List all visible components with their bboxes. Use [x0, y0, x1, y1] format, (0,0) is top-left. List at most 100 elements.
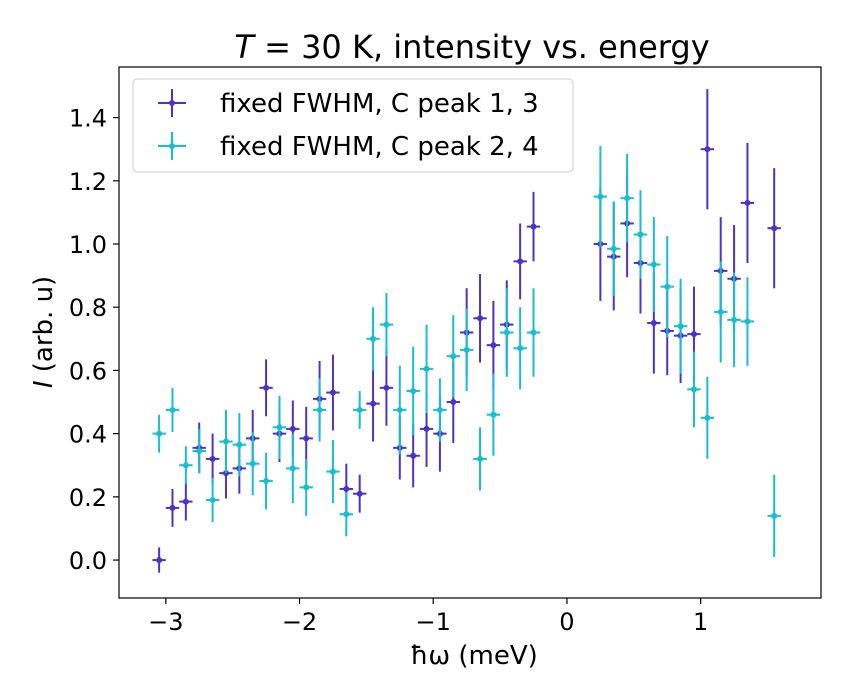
data-marker: [182, 462, 189, 469]
y-tick-label: 1.4: [69, 105, 107, 133]
data-layer: [152, 89, 781, 573]
x-axis-label: ħω (meV): [410, 641, 538, 671]
data-marker: [450, 399, 457, 406]
data-point: [232, 413, 247, 477]
y-tick-label: 1.0: [69, 231, 107, 259]
data-point: [433, 378, 447, 442]
data-marker: [436, 406, 443, 413]
legend-marker-series-2-dot: [169, 143, 175, 149]
data-marker: [182, 498, 189, 505]
legend-label-series-1: fixed FWHM, C peak 1, 3: [220, 89, 539, 119]
legend-entry-series-1: fixed FWHM, C peak 1, 3: [158, 89, 539, 119]
data-marker: [383, 384, 390, 391]
data-point: [593, 146, 608, 248]
data-marker: [744, 318, 751, 325]
data-marker: [610, 245, 617, 252]
data-marker: [677, 323, 684, 330]
data-marker: [650, 320, 657, 327]
data-marker: [423, 365, 430, 372]
data-marker: [450, 353, 457, 360]
data-point: [714, 261, 728, 363]
data-point: [205, 433, 220, 485]
data-marker: [664, 283, 671, 290]
data-point: [246, 432, 260, 496]
data-marker: [530, 223, 537, 230]
data-marker: [744, 199, 751, 206]
data-marker: [704, 414, 711, 421]
data-marker: [490, 411, 497, 418]
legend-marker-series-1-dot: [169, 100, 175, 106]
data-point: [486, 373, 501, 456]
data-point: [312, 378, 327, 442]
data-point: [165, 387, 180, 433]
data-marker: [316, 406, 323, 413]
data-point: [219, 409, 233, 474]
x-tick-label: −1: [416, 608, 451, 636]
data-marker: [289, 425, 296, 432]
data-point: [419, 324, 434, 414]
data-marker: [490, 342, 497, 349]
data-marker: [276, 424, 283, 431]
data-marker: [383, 321, 390, 328]
data-marker: [356, 406, 363, 413]
data-point: [259, 452, 273, 510]
y-tick-label: 0.2: [69, 484, 107, 512]
data-marker: [690, 386, 697, 393]
data-point: [526, 191, 541, 262]
data-point: [459, 308, 474, 391]
legend-box: [132, 78, 574, 173]
y-tick-label: 0.4: [69, 421, 107, 449]
data-marker: [356, 490, 363, 497]
y-axis: 0.0 0.2 0.4 0.6 0.8 1.0 1.2 1.4: [69, 105, 119, 575]
data-marker: [517, 258, 524, 265]
data-point: [406, 346, 420, 436]
data-marker: [370, 335, 377, 342]
chart-title-symbol: T: [234, 28, 256, 66]
data-point: [687, 351, 701, 428]
data-marker: [169, 406, 176, 413]
data-point: [700, 376, 715, 459]
data-marker: [731, 316, 738, 323]
data-marker: [530, 329, 537, 336]
data-point: [366, 365, 380, 442]
x-tick-label: 1: [693, 608, 708, 636]
data-marker: [463, 346, 470, 353]
data-point: [700, 89, 715, 210]
data-point: [500, 288, 514, 377]
data-point: [299, 458, 313, 516]
data-point: [326, 354, 340, 431]
data-marker: [303, 435, 310, 442]
data-point: [165, 488, 180, 527]
legend: fixed FWHM, C peak 1, 3 fixed FWHM, C pe…: [132, 78, 574, 173]
data-point: [152, 414, 166, 453]
data-marker: [690, 331, 697, 338]
data-marker: [343, 485, 350, 492]
data-marker: [263, 384, 270, 391]
chart-title: T = 30 K, intensity vs. energy: [234, 28, 709, 66]
plot-frame: [118, 66, 822, 599]
data-point: [473, 427, 487, 491]
data-point: [353, 390, 367, 429]
data-marker: [222, 438, 229, 445]
data-marker: [329, 468, 336, 475]
legend-label-series-2: fixed FWHM, C peak 2, 4: [220, 132, 539, 162]
data-point: [179, 446, 193, 485]
data-point: [620, 153, 634, 243]
data-point: [179, 482, 193, 521]
x-tick-label: −3: [148, 608, 183, 636]
y-tick-label: 0.8: [69, 294, 107, 322]
data-marker: [396, 406, 403, 413]
data-marker: [597, 193, 604, 200]
data-point: [740, 142, 755, 263]
x-tick-label: −2: [282, 608, 317, 636]
data-point: [526, 288, 541, 377]
data-marker: [517, 345, 524, 352]
data-marker: [289, 465, 296, 472]
data-marker: [263, 478, 270, 485]
data-point: [513, 307, 527, 390]
y-tick-label: 1.2: [69, 168, 107, 196]
data-marker: [704, 146, 711, 153]
data-point: [259, 359, 273, 417]
x-tick-label: 0: [559, 608, 574, 636]
data-point: [326, 439, 340, 504]
